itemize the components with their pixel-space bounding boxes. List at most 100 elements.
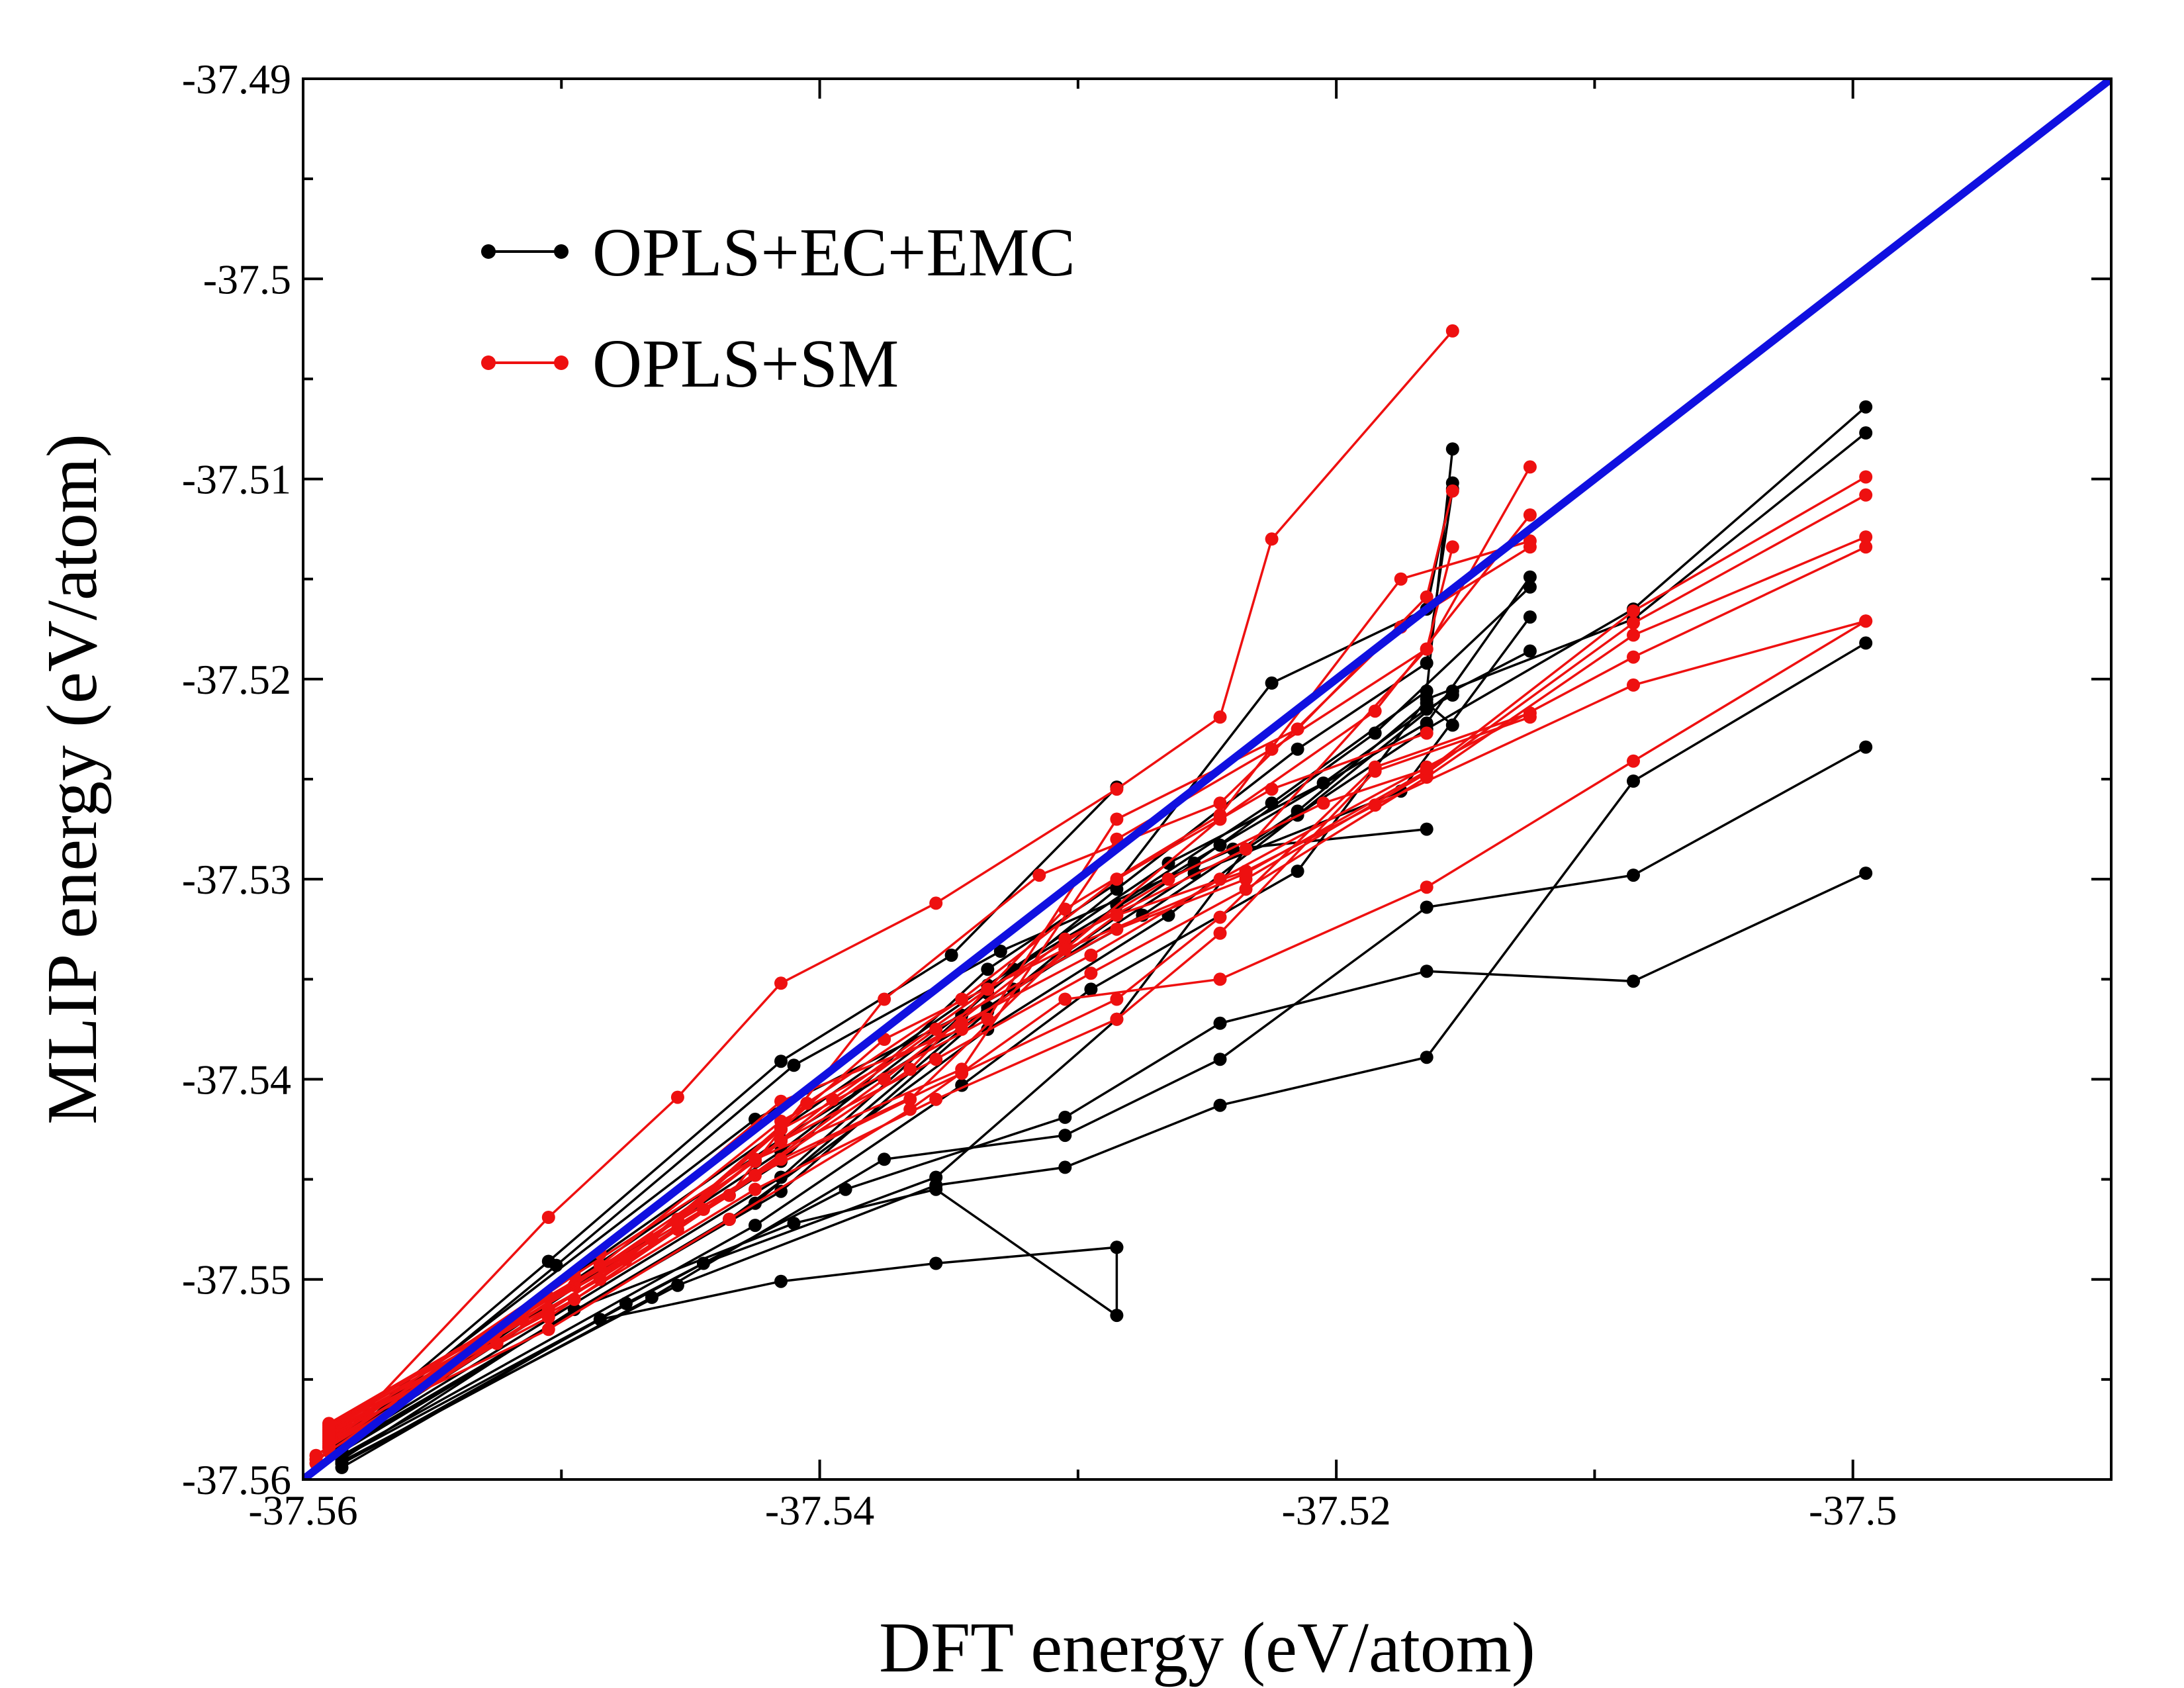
data-point — [1420, 880, 1433, 894]
series-opls-sm — [309, 324, 1873, 1470]
series-line — [341, 746, 1867, 1465]
data-point — [1420, 716, 1433, 730]
data-point — [1213, 1053, 1227, 1066]
data-point — [1316, 776, 1330, 790]
data-point — [993, 945, 1007, 958]
data-point — [1627, 650, 1640, 664]
data-point — [541, 1211, 555, 1224]
data-point — [1420, 900, 1433, 914]
legend-marker-opls-ec-emc-right — [554, 244, 569, 259]
data-point — [1368, 704, 1382, 718]
data-point — [1445, 484, 1459, 498]
data-point — [1265, 796, 1279, 810]
data-point — [1420, 964, 1433, 978]
data-point — [774, 1274, 788, 1288]
data-point — [1394, 572, 1408, 586]
data-point — [723, 1213, 736, 1226]
data-point — [1627, 604, 1640, 618]
data-point — [955, 1062, 969, 1076]
data-point — [839, 1182, 852, 1196]
x-tick-label: -37.56 — [248, 1487, 357, 1534]
legend-label-opls-ec-emc: OPLS+EC+EMC — [592, 214, 1075, 291]
x-tick-label: -37.52 — [1281, 1487, 1390, 1534]
series-line — [341, 432, 1867, 1457]
data-point — [1859, 530, 1873, 544]
series-line — [328, 786, 1118, 1448]
data-point — [1239, 882, 1253, 896]
data-point — [981, 1012, 995, 1026]
data-point — [1523, 540, 1537, 554]
data-point — [322, 1417, 336, 1430]
data-point — [1420, 822, 1433, 836]
data-point — [1420, 726, 1433, 740]
data-point — [1523, 460, 1537, 474]
tick-layer: -37.56 -37.54 -37.52 -37.5 -37.56 -37.55 -37.5… — [182, 56, 2111, 1534]
data-point — [1213, 926, 1227, 940]
y-tick-label: -37.49 — [182, 56, 291, 103]
data-point — [1859, 426, 1873, 440]
data-point — [1084, 966, 1098, 980]
series-line — [328, 546, 1454, 1430]
legend-marker-opls-sm-left — [481, 355, 496, 370]
data-point — [1859, 614, 1873, 628]
data-point — [1859, 740, 1873, 754]
data-point — [1213, 972, 1227, 986]
data-point — [774, 1184, 788, 1198]
data-point — [1058, 932, 1072, 946]
legend-marker-opls-sm-right — [554, 355, 569, 370]
series-line — [328, 620, 1866, 1438]
series-line — [341, 483, 1454, 1445]
data-point — [1058, 992, 1072, 1006]
data-point — [1058, 1129, 1072, 1143]
data-point — [1291, 865, 1304, 878]
data-point — [1523, 580, 1537, 594]
data-point — [1110, 1012, 1124, 1026]
data-point — [774, 976, 788, 990]
data-point — [929, 1170, 943, 1184]
data-point — [1627, 868, 1640, 882]
data-point — [1084, 982, 1098, 996]
data-point — [1213, 838, 1227, 852]
data-point — [929, 896, 943, 910]
data-point — [955, 992, 969, 1006]
y-tick-label: -37.52 — [182, 656, 291, 703]
data-point — [1859, 470, 1873, 484]
y-tick-label: -37.55 — [182, 1256, 291, 1303]
data-point — [1420, 684, 1433, 698]
data-point — [1265, 676, 1279, 690]
legend: OPLS+EC+EMC OPLS+SM — [481, 214, 1075, 402]
x-tick-label: -37.54 — [765, 1487, 874, 1534]
data-point — [1627, 628, 1640, 642]
data-point — [1859, 540, 1873, 554]
data-point — [800, 1096, 814, 1110]
data-point — [1445, 540, 1459, 554]
data-point — [1110, 882, 1124, 896]
series-line — [341, 1188, 1118, 1461]
data-point — [696, 1256, 710, 1270]
data-point — [929, 1092, 943, 1106]
data-point — [1084, 949, 1098, 962]
y-tick-label: -37.53 — [182, 856, 291, 903]
data-point — [1265, 742, 1279, 756]
data-point — [1110, 1309, 1124, 1323]
data-point — [1859, 488, 1873, 502]
data-point — [1445, 324, 1459, 338]
data-point — [1110, 782, 1124, 796]
data-point — [670, 1278, 684, 1292]
data-point — [1110, 1241, 1124, 1254]
data-point — [309, 1448, 323, 1462]
x-axis-title: DFT energy (eV/atom) — [879, 1609, 1535, 1687]
data-point — [981, 982, 995, 996]
data-point — [929, 1256, 943, 1270]
data-point — [1368, 798, 1382, 812]
data-point — [1420, 1051, 1433, 1064]
data-point — [1239, 842, 1253, 856]
data-point — [1058, 1160, 1072, 1174]
data-point — [1445, 688, 1459, 702]
series-line — [315, 330, 1454, 1465]
data-point — [1627, 974, 1640, 988]
series-line — [341, 641, 1867, 1463]
data-point — [1523, 508, 1537, 522]
x-tick-label: -37.5 — [1809, 1487, 1897, 1534]
